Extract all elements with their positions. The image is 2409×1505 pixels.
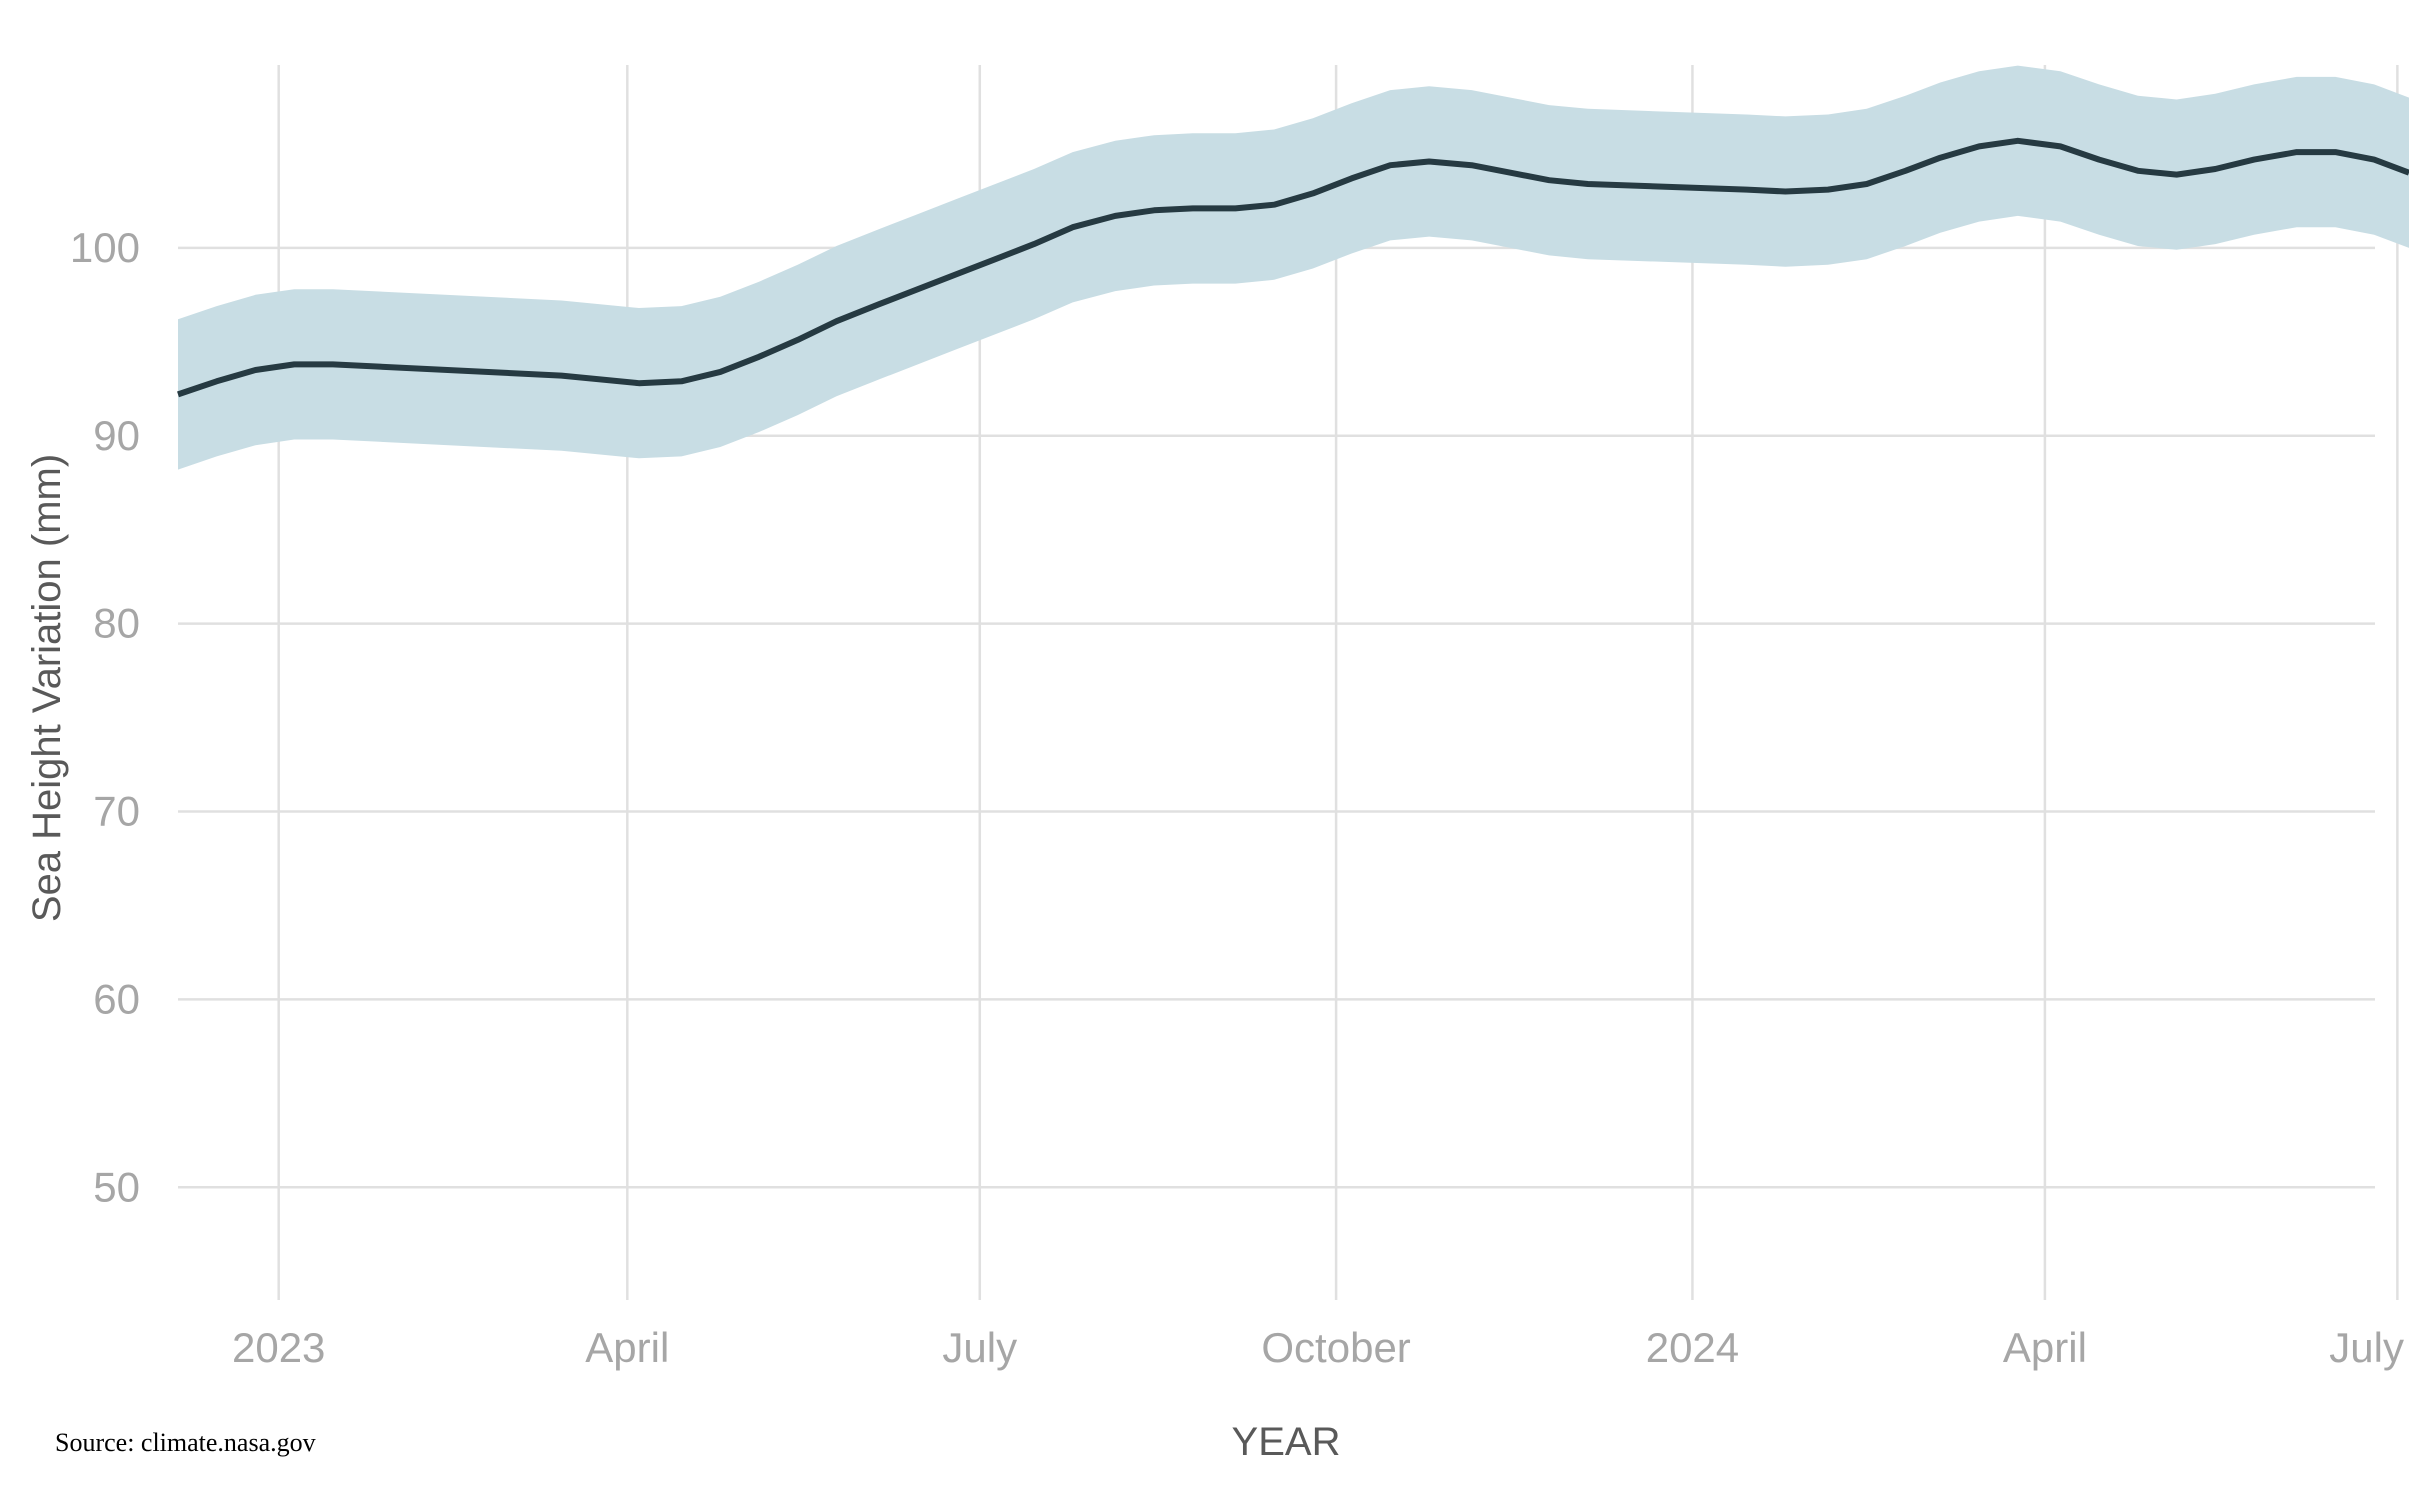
x-tick-label: April xyxy=(585,1324,669,1371)
y-tick-label: 60 xyxy=(93,975,140,1022)
x-tick-label: April xyxy=(2003,1324,2087,1371)
x-tick-label: July xyxy=(2329,1324,2404,1371)
y-tick-labels: 50 60 70 80 90 100 xyxy=(70,224,140,1210)
y-tick-label: 50 xyxy=(93,1163,140,1210)
source-note: Source: climate.nasa.gov xyxy=(55,1428,316,1457)
x-axis-title: YEAR xyxy=(1232,1420,1341,1464)
y-tick-label: 80 xyxy=(93,600,140,647)
x-tick-label: 2023 xyxy=(232,1324,325,1371)
sea-height-line xyxy=(177,137,2409,398)
y-axis-title: Sea Height Variation (mm) xyxy=(25,454,69,922)
x-tick-label: July xyxy=(942,1324,1017,1371)
y-tick-label: 70 xyxy=(93,788,140,835)
y-tick-label: 100 xyxy=(70,224,140,271)
x-tick-label: 2024 xyxy=(1646,1324,1739,1371)
confidence-band xyxy=(178,65,2409,470)
y-tick-label: 90 xyxy=(93,412,140,459)
x-tick-labels: 2023 April July October 2024 April July xyxy=(232,1324,2404,1371)
x-tick-label: October xyxy=(1261,1324,1410,1371)
